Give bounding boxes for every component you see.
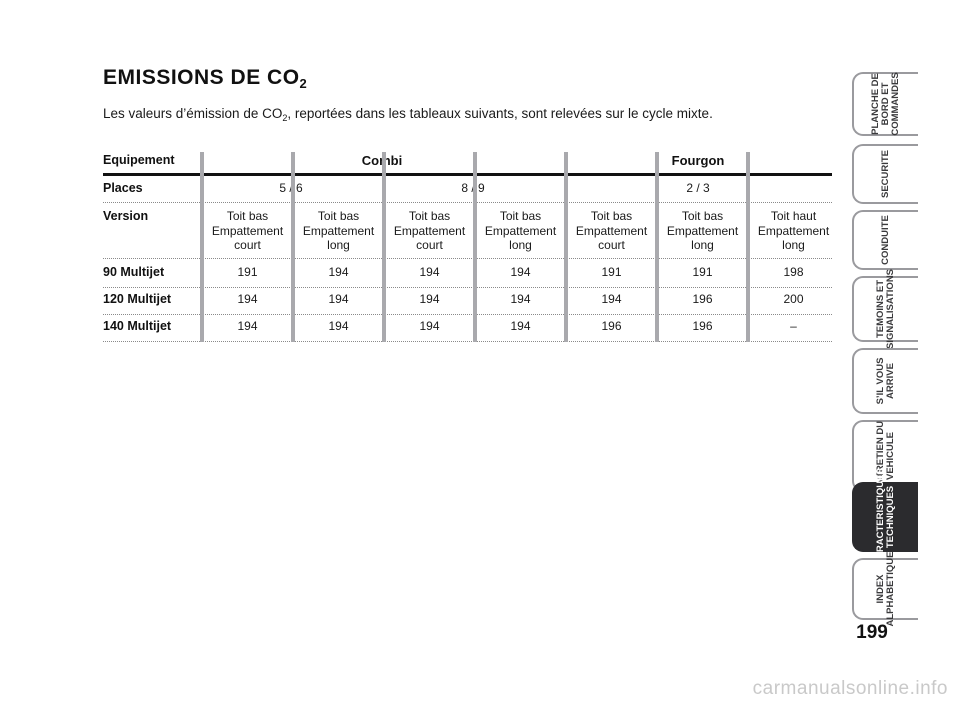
column-separator: [382, 152, 386, 342]
emission-value: 191: [601, 265, 622, 279]
section-tab[interactable]: ENTRETIEN DU VEHICULE: [852, 420, 918, 492]
version-line: Toit haut: [770, 209, 817, 223]
emission-value: 196: [692, 319, 713, 333]
emission-value: –: [790, 319, 797, 333]
emission-value: 196: [601, 319, 622, 333]
emission-value: 194: [419, 265, 440, 279]
watermark-text: carmanualsonline.info: [752, 678, 948, 699]
section-tab-line: SECURITE: [880, 149, 891, 199]
intro-text: Les valeurs d’émission de CO2, reportées…: [103, 106, 713, 123]
section-tab-label: S’IL VOUS ARRIVE: [875, 358, 896, 405]
emission-value: 196: [692, 292, 713, 306]
section-tab[interactable]: SECURITE: [852, 144, 918, 204]
engine-label: 140 Multijet: [103, 319, 172, 333]
row-divider: [103, 258, 832, 259]
emission-value: 194: [419, 292, 440, 306]
column-separator: [746, 152, 750, 342]
emission-value: 194: [328, 265, 349, 279]
places-combi-5-6: 5 / 6: [279, 181, 303, 195]
engine-label: 120 Multijet: [103, 292, 172, 306]
version-line: long: [782, 238, 805, 252]
version-line: Empattement: [393, 223, 466, 238]
section-tab[interactable]: INDEX ALPHABETIQUE: [852, 552, 918, 626]
version-line: Empattement: [211, 223, 284, 238]
row-divider: [103, 314, 832, 315]
version-line: Toit bas: [317, 209, 360, 223]
emission-value: 194: [510, 265, 531, 279]
section-tab[interactable]: PLANCHE DE BORD ET COMMANDES: [852, 72, 918, 136]
header-rule: [103, 173, 832, 176]
version-cell: Toit bas Empattement long: [477, 209, 564, 253]
engine-label: 90 Multijet: [103, 265, 165, 279]
emission-value: 198: [783, 265, 804, 279]
version-line: court: [416, 238, 443, 252]
version-cell: Toit bas Empattement court: [204, 209, 291, 253]
emission-value: 191: [692, 265, 713, 279]
version-cell: Toit bas Empattement long: [295, 209, 382, 253]
row-divider: [103, 287, 832, 288]
emission-value: 194: [601, 292, 622, 306]
version-line: long: [327, 238, 350, 252]
emission-value: 194: [510, 319, 531, 333]
version-line: Toit bas: [681, 209, 724, 223]
version-line: Toit bas: [226, 209, 269, 223]
section-tab-line: SIGNALISATIONS: [885, 268, 896, 350]
row-divider: [103, 341, 832, 342]
version-cell: Toit bas Empattement court: [386, 209, 473, 253]
version-line: Toit bas: [408, 209, 451, 223]
version-line: Empattement: [302, 223, 375, 238]
row-label-equipement: Equipement: [103, 153, 175, 167]
row-label-version: Version: [103, 209, 149, 223]
group-fourgon: Fourgon: [671, 153, 725, 168]
page-heading: EMISSIONS DE CO2: [103, 66, 308, 91]
emission-value: 200: [783, 292, 804, 306]
version-line: long: [509, 238, 532, 252]
section-tab-label: PLANCHE DE BORD ET COMMANDES: [870, 72, 901, 136]
section-tab-label: INDEX ALPHABETIQUE: [875, 551, 896, 627]
emission-value: 194: [328, 292, 349, 306]
column-separator: [655, 152, 659, 342]
emission-value: 194: [237, 292, 258, 306]
version-cell: Toit bas Empattement long: [659, 209, 746, 253]
column-separator: [564, 152, 568, 342]
emissions-table: Equipement Combi Fourgon Places 5 / 6 8 …: [103, 148, 832, 344]
emission-value: 191: [237, 265, 258, 279]
places-combi-8-9: 8 / 9: [461, 181, 485, 195]
group-combi: Combi: [200, 153, 564, 168]
section-tab-label: SECURITE: [880, 149, 891, 199]
column-separator: [200, 152, 204, 342]
section-tab-line: COMMANDES: [890, 72, 901, 136]
version-line: Empattement: [666, 223, 739, 238]
version-line: Empattement: [484, 223, 557, 238]
section-tab[interactable]: TEMOINS ET SIGNALISATIONS: [852, 269, 918, 349]
row-divider: [103, 202, 832, 203]
section-tab-line: ARRIVE: [885, 363, 896, 399]
row-label-places: Places: [103, 181, 143, 195]
emission-value: 194: [419, 319, 440, 333]
version-line: long: [691, 238, 714, 252]
section-tab[interactable]: CARACTERISTIQUES TECHNIQUES: [852, 468, 918, 566]
section-tab-line: CONDUITE: [880, 215, 891, 265]
page-number: 199: [856, 622, 888, 643]
version-cell: Toit haut Empattement long: [750, 209, 837, 253]
version-cell: Toit bas Empattement court: [568, 209, 655, 253]
places-fourgon-2-3: 2 / 3: [686, 181, 710, 195]
emission-value: 194: [237, 319, 258, 333]
version-line: Empattement: [575, 223, 648, 238]
version-line: Toit bas: [590, 209, 633, 223]
section-tab[interactable]: S’IL VOUS ARRIVE: [852, 348, 918, 414]
column-separator: [473, 152, 477, 342]
version-line: Empattement: [757, 223, 830, 238]
version-line: Toit bas: [499, 209, 542, 223]
emission-value: 194: [328, 319, 349, 333]
section-tab[interactable]: CONDUITE: [852, 210, 918, 270]
emission-value: 194: [510, 292, 531, 306]
column-separator: [291, 152, 295, 342]
section-tab-label: CONDUITE: [880, 215, 891, 265]
section-tab-line: ALPHABETIQUE: [885, 551, 896, 627]
version-line: court: [598, 238, 625, 252]
section-tab-label: TEMOINS ET SIGNALISATIONS: [875, 268, 896, 350]
version-line: court: [234, 238, 261, 252]
